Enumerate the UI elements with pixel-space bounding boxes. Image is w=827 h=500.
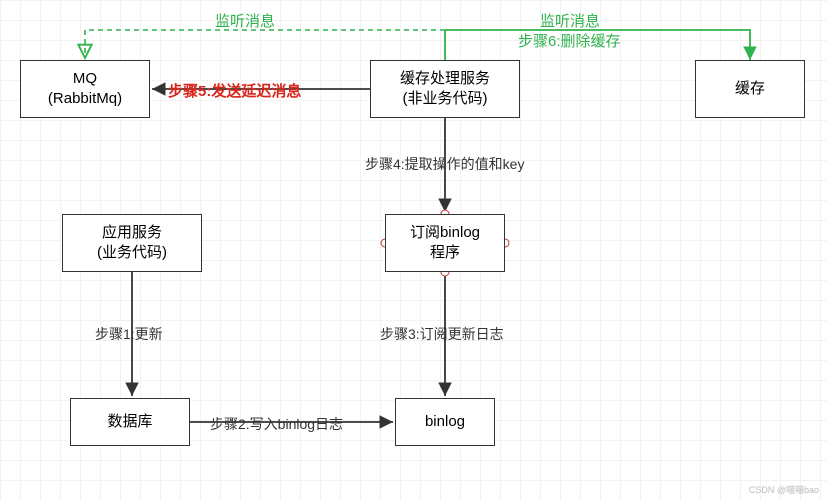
node-db-line1: 数据库 [107,412,152,432]
node-cache: 缓存 [695,60,805,118]
node-mq-line2: (RabbitMq) [48,89,122,109]
label-listen2: 监听消息 [540,12,600,32]
node-app-service: 应用服务 (业务代码) [62,214,202,272]
node-app-service-line2: (业务代码) [97,243,167,263]
label-step1: 步骤1:更新 [95,325,163,343]
node-binlog-line1: binlog [425,412,465,432]
label-step4: 步骤4:提取操作的值和key [365,155,524,173]
node-cache-service-line2: (非业务代码) [400,89,490,109]
label-step2: 步骤2:写入binlog日志 [210,415,343,433]
node-sub-binlog: 订阅binlog 程序 [385,214,505,272]
node-cache-service: 缓存处理服务 (非业务代码) [370,60,520,118]
watermark: CSDN @喵喵bao [749,483,819,496]
node-sub-binlog-line1: 订阅binlog [410,223,480,243]
node-app-service-line1: 应用服务 [97,223,167,243]
node-mq: MQ (RabbitMq) [20,60,150,118]
node-binlog: binlog [395,398,495,446]
node-cache-line1: 缓存 [735,79,765,99]
node-mq-line1: MQ [48,69,122,89]
label-step3: 步骤3:订阅更新日志 [380,325,504,343]
node-sub-binlog-line2: 程序 [410,243,480,263]
node-db: 数据库 [70,398,190,446]
label-step6: 步骤6:删除缓存 [518,32,621,52]
label-listen1: 监听消息 [215,12,275,32]
label-step5: 步骤5:发送延迟消息 [168,82,301,102]
node-cache-service-line1: 缓存处理服务 [400,69,490,89]
